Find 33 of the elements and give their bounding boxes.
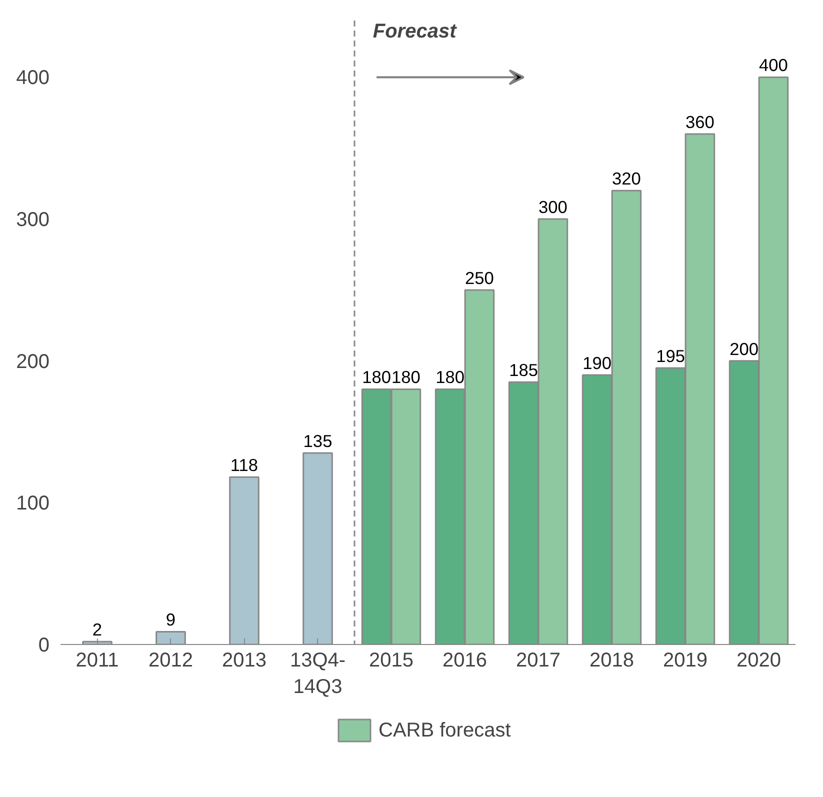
data-label: 200 bbox=[730, 338, 759, 359]
y-tick-label: 400 bbox=[16, 67, 50, 90]
data-label: 360 bbox=[685, 112, 714, 132]
data-label: 400 bbox=[758, 55, 788, 76]
y-tick-label: 200 bbox=[16, 350, 50, 373]
y-tick-label: 300 bbox=[16, 209, 50, 232]
x-tick-label: 2012 bbox=[148, 650, 194, 672]
annotation: Forecast bbox=[372, 20, 458, 42]
data-label: 320 bbox=[612, 168, 641, 189]
data-label: 9 bbox=[166, 610, 176, 630]
data-label: 180 bbox=[362, 367, 392, 388]
x-tick-label: 2015 bbox=[369, 650, 414, 672]
x-tick-label: 2011 bbox=[76, 650, 119, 672]
y-tick-label: 100 bbox=[16, 492, 50, 515]
data-label: 118 bbox=[230, 455, 258, 476]
data-label: 135 bbox=[303, 431, 332, 452]
x-tick-label: 2020 bbox=[736, 650, 782, 672]
x-tick-label: 2013 bbox=[222, 650, 267, 672]
x-tick-label: 2017 bbox=[516, 650, 561, 672]
y-tick-label: 0 bbox=[38, 634, 50, 656]
data-label: 185 bbox=[509, 360, 538, 380]
data-label: 300 bbox=[538, 197, 568, 218]
data-label: 2 bbox=[92, 620, 102, 640]
data-label: 180 bbox=[391, 367, 420, 388]
x-tick-label: 2016 bbox=[442, 650, 488, 672]
x-tick-label: 2019 bbox=[663, 650, 708, 672]
data-label: 250 bbox=[464, 268, 494, 288]
x-tick-label: 13Q4- 14Q3 bbox=[290, 650, 346, 698]
legend-label: CARB forecast bbox=[378, 720, 512, 742]
data-label: 195 bbox=[656, 346, 686, 366]
x-tick-label: 2018 bbox=[590, 650, 634, 672]
data-label: 180 bbox=[436, 367, 465, 388]
data-label: 190 bbox=[582, 353, 612, 374]
